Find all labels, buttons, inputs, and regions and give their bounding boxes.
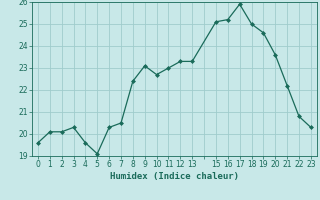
X-axis label: Humidex (Indice chaleur): Humidex (Indice chaleur) xyxy=(110,172,239,181)
